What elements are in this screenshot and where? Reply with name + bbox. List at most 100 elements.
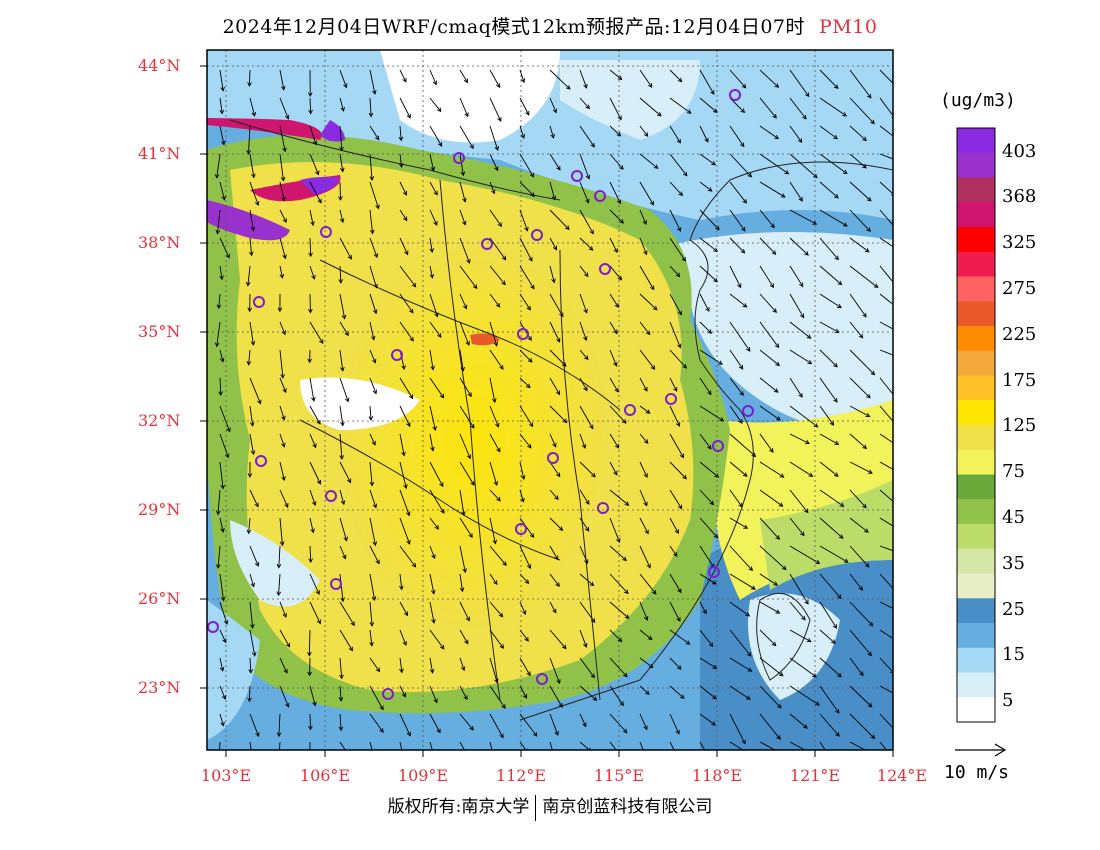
wind-vector-head	[375, 204, 380, 210]
wind-vector-head	[369, 621, 375, 627]
wind-vector-head	[369, 641, 374, 647]
wind-vector-head	[585, 174, 591, 180]
wind-vector-head	[520, 133, 526, 139]
wind-vector-head	[465, 340, 470, 346]
colorbar-bin	[957, 202, 995, 228]
wind-vector-head	[282, 613, 287, 618]
wind-vector	[219, 237, 230, 258]
wind-vector	[879, 601, 893, 609]
wind-vector-head	[709, 500, 715, 506]
wind-vector	[819, 657, 842, 678]
wind-vector	[216, 153, 221, 178]
wind-vector-head	[833, 134, 838, 140]
wind-vector-head	[804, 251, 809, 256]
wind-vector	[729, 461, 748, 477]
wind-vector	[549, 321, 561, 343]
wind-vector	[339, 545, 346, 559]
wind-vector	[459, 517, 473, 538]
wind-vector-head	[219, 109, 225, 115]
wind-vector-head	[434, 312, 439, 318]
wind-vector-head	[470, 423, 475, 429]
wind-vector-head	[316, 479, 322, 485]
lon-label: 112°E	[495, 766, 547, 785]
wind-vector-head	[677, 343, 682, 349]
wind-vector-head	[621, 419, 627, 424]
wind-vector-head	[246, 529, 252, 535]
wind-vector	[579, 489, 590, 505]
wind-vector-head	[525, 110, 530, 116]
title-main: 2024年12月04日WRF/cmaq模式12km预报产品:12月04日07时	[222, 16, 805, 38]
wind-vector	[879, 321, 893, 330]
colorbar-label: 35	[1002, 553, 1025, 574]
wind-vector	[699, 209, 720, 230]
wind-vector-head	[833, 84, 839, 90]
wind-vector	[669, 209, 681, 232]
wind-vector	[729, 601, 750, 617]
wind-vector-head	[619, 219, 624, 224]
wind-vector-head	[584, 272, 589, 278]
axis-ticks	[200, 65, 894, 757]
wind-vector	[459, 209, 466, 225]
wind-vector	[489, 461, 498, 486]
wind-vector-head	[461, 511, 466, 516]
wind-vector-head	[373, 253, 379, 259]
wind-vector-head	[462, 568, 467, 574]
wind-vector-head	[245, 281, 251, 287]
wind-vector	[789, 489, 809, 513]
lon-label: 103°E	[200, 766, 252, 785]
wind-vector	[369, 377, 377, 394]
wind-vector-head	[339, 455, 345, 460]
wind-vector-head	[647, 83, 653, 88]
wind-vector-head	[676, 665, 682, 670]
wind-vector	[669, 349, 687, 369]
wind-vector-head	[220, 721, 225, 727]
wind-vector	[249, 601, 254, 628]
wind-vector-head	[643, 501, 648, 507]
wind-vector	[219, 69, 224, 91]
wind-vector-head	[308, 558, 313, 564]
wind-vector	[309, 125, 317, 145]
wind-vector-head	[405, 511, 411, 517]
colorbar-label: 25	[1002, 599, 1025, 620]
wind-vector	[219, 601, 228, 625]
wind-vector-head	[501, 280, 506, 286]
wind-vector-head	[247, 307, 253, 313]
wind-vector	[459, 545, 466, 573]
wind-vector	[609, 405, 627, 424]
wind-vector-head	[465, 616, 470, 622]
wind-vector-head	[802, 114, 807, 120]
wind-vector	[309, 237, 312, 257]
wind-vector	[369, 433, 376, 446]
wind-vector-head	[409, 308, 414, 314]
wind-vector	[459, 69, 468, 83]
wind-vector	[429, 573, 435, 594]
wind-vector	[789, 153, 818, 178]
wind-vector-head	[401, 756, 405, 760]
wind-vector	[549, 125, 554, 138]
wind-vector-head	[402, 190, 408, 196]
wind-vector-head	[307, 358, 313, 364]
wind-vector-head	[685, 640, 691, 645]
wind-vector-head	[437, 333, 442, 338]
wind-vector	[549, 573, 560, 587]
wind-vector-head	[619, 701, 624, 707]
wind-vector-head	[779, 473, 785, 478]
wind-vector	[789, 97, 807, 120]
station-marker	[665, 393, 677, 405]
wind-vector-head	[429, 273, 435, 279]
wind-vector-head	[873, 283, 879, 289]
wind-vector	[339, 657, 343, 679]
wind-vector-head	[858, 586, 863, 591]
wind-vector-head	[470, 480, 475, 486]
wind-vector	[339, 685, 342, 701]
wind-vector-head	[406, 731, 411, 737]
wind-vector-head	[221, 695, 227, 700]
wind-vector	[519, 349, 533, 363]
wind-vector-head	[617, 75, 623, 81]
wind-vector-head	[867, 469, 873, 474]
wind-vector-head	[799, 282, 804, 288]
wind-vector	[669, 237, 686, 262]
wind-vector-head	[675, 729, 680, 735]
wind-vector	[729, 545, 753, 571]
colorbar-bin	[957, 573, 995, 599]
